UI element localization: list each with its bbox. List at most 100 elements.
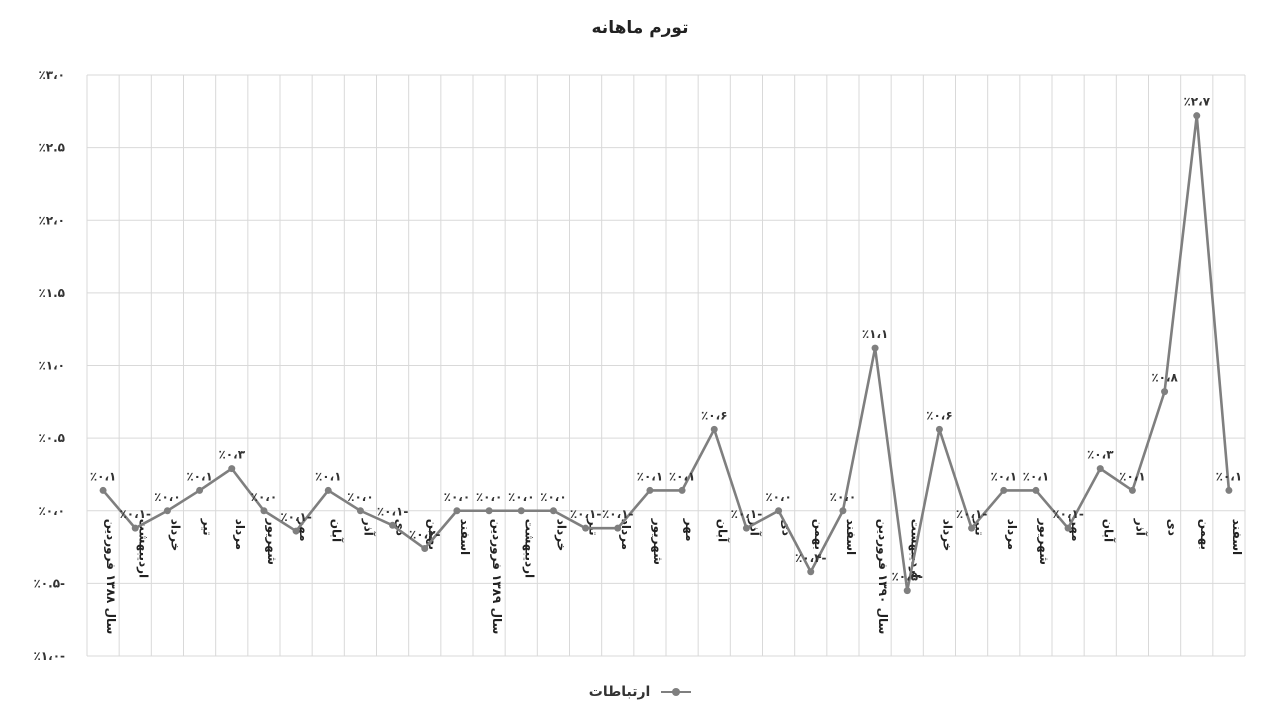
data-label: ٪۰،۱ [315,469,342,483]
x-tick-label: خرداد [554,519,568,552]
data-label: ٪۰،۵- [891,570,923,584]
data-label: ٪۰،۱ [1023,469,1050,483]
x-tick-label: سال ۱۳۸۸ فروردین [103,519,118,635]
x-tick-label: اسفند [844,519,858,555]
data-label: ٪۰،۰ [476,490,503,504]
x-tick-label: دی [394,519,408,536]
data-point [614,524,622,532]
x-tick-label: آبان [715,519,730,543]
data-point [646,486,654,494]
y-tick-label: ٪۱،۰ [38,359,65,373]
data-point [1161,388,1169,396]
x-tick-label: مرداد [233,519,247,550]
data-label: ٪۰،۰ [154,490,181,504]
x-tick-label: سال ۱۳۹۰ فروردین [875,519,890,635]
data-point [839,507,847,515]
data-point [1128,486,1136,494]
data-label: ٪۰،۱- [956,507,988,521]
data-label: ٪۰،۰ [347,490,374,504]
x-tick-label: بهمن [812,519,826,550]
data-label: ٪۰،۳ [1087,448,1114,462]
x-tick-label: اردیبهشت [136,519,150,578]
data-label: ٪۰،۱- [731,507,763,521]
y-tick-label: ٪۲،۰ [38,213,65,227]
x-tick-label: آذر [361,518,376,537]
data-label: ٪۰،۰ [251,490,278,504]
data-point [485,507,493,515]
x-tick-label: شهریور [650,518,665,565]
data-label: ٪۰،۰ [508,490,535,504]
x-tick-label: اسفند [458,519,472,555]
data-point [292,527,300,535]
y-tick-label: ٪۲.۵ [38,141,65,155]
data-label: ٪۰،۱ [669,469,696,483]
y-tick-label: ٪۳،۰ [38,68,65,82]
y-tick-label: ٪۰.۵- [33,576,65,590]
data-label: ٪۰،۱- [570,507,602,521]
x-tick-label: اردیبهشت [522,519,536,578]
chart-title: تورم ماهانه [591,18,689,38]
data-point [453,507,461,515]
x-tick-label: مرداد [1005,519,1019,550]
data-point [1096,465,1104,473]
data-label: ٪۰،۳ [218,448,245,462]
data-point [163,507,171,515]
data-label: ٪۰،۱ [637,469,664,483]
data-label: ٪۰،۱ [1119,469,1146,483]
y-tick-label: ٪۰.۵ [38,431,65,445]
data-point [1193,112,1201,120]
data-label: ٪۰،۱- [280,510,312,524]
data-point [131,524,139,532]
data-point [678,486,686,494]
x-tick-label: خرداد [940,519,954,552]
x-tick-label: آبان [1101,519,1116,543]
x-tick-label: تیر [587,518,601,536]
data-label: ٪۰،۰ [830,490,857,504]
data-point [968,524,976,532]
x-tick-label: شهریور [1036,518,1051,565]
data-label: ٪۲،۷ [1183,95,1210,109]
y-tick-label: ٪۰،۰ [38,504,65,518]
data-point [935,425,943,433]
data-point [517,507,525,515]
data-point [742,524,750,532]
data-label: ٪۰،۱ [186,469,213,483]
data-label: ٪۰،۱- [377,504,409,518]
data-point [775,507,783,515]
data-point [356,507,364,515]
data-point [903,587,911,595]
data-label: ٪۰،۴- [795,551,827,565]
data-point [421,545,429,553]
data-label: ٪۰،۱- [1052,507,1084,521]
x-tick-label: مهر [683,518,697,542]
series-line [102,114,1231,592]
data-point [260,507,268,515]
data-point [807,568,815,576]
data-label: ٪۰،۰ [765,490,792,504]
x-tick-label: مهر [1069,518,1083,542]
x-tick-label: آذر [1133,518,1148,537]
data-label: ٪۰،۸ [1151,371,1178,385]
data-point [710,425,718,433]
data-point [1032,486,1040,494]
y-tick-label: ٪۱.۵ [38,286,65,300]
data-label: ٪۰،۰ [540,490,567,504]
x-tick-label: آبان [329,519,344,543]
data-label: ٪۰،۶ [701,408,728,422]
data-label: ٪۰،۱ [1216,469,1243,483]
y-tick-label: ٪۱،۰- [33,649,65,663]
data-point [549,507,557,515]
x-tick-label: تیر [201,518,215,536]
x-tick-label: بهمن [1198,519,1212,550]
data-point [228,465,236,473]
x-tick-label: اسفند [1230,519,1244,555]
data-label: ٪۰،۱ [990,469,1017,483]
data-point [871,344,879,352]
data-point [324,486,332,494]
data-point [1225,486,1233,494]
x-tick-label: سال ۱۳۸۹ فروردین [489,519,504,635]
legend-label: ارتباطات [588,684,651,700]
legend: ارتباطات [0,684,1280,700]
data-label: ٪۰،۲- [409,528,441,542]
